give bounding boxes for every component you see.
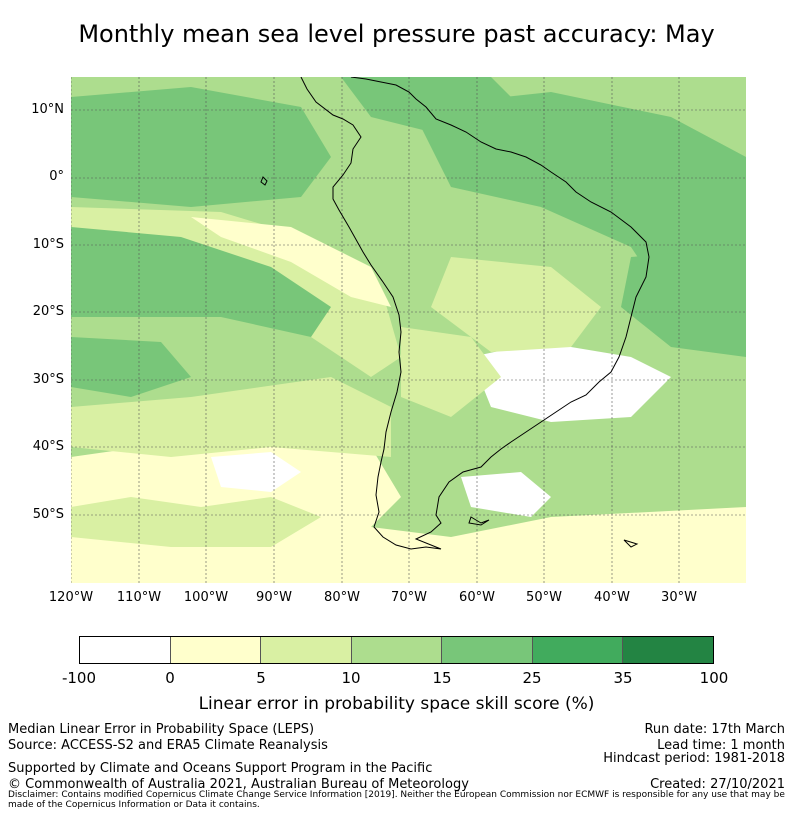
lon-label-70w: 70°W [391, 590, 427, 605]
colorbar-tick-0: 0 [165, 669, 175, 687]
lat-label-0: 0° [49, 169, 64, 184]
lat-label-40s: 40°S [32, 439, 64, 454]
colorbar-tick-25: 25 [522, 669, 542, 687]
colorbar-segment-2 [261, 637, 352, 663]
disclaimer: Disclaimer: Contains modified Copernicus… [8, 790, 785, 810]
skill-map[interactable] [71, 77, 746, 583]
zone-green-n [341, 77, 521, 137]
colorbar-tick-35: 35 [613, 669, 633, 687]
island-falklands [468, 516, 490, 526]
map-canvas [71, 77, 746, 583]
lon-label-50w: 50°W [526, 590, 562, 605]
created-date: Created: 27/10/2021 [650, 777, 785, 792]
zone-green-east [621, 247, 746, 357]
chart-title: Monthly mean sea level pressure past acc… [78, 20, 715, 48]
zone-light-south2 [71, 497, 321, 547]
colorbar-tick-15: 15 [432, 669, 452, 687]
colorbar-segment-0 [80, 637, 171, 663]
gridlines [71, 77, 746, 583]
zone-green-nw [71, 87, 331, 207]
footer-source: Source: ACCESS-S2 and ERA5 Climate Reana… [8, 738, 328, 753]
colorbar-label: Linear error in probability space skill … [198, 694, 595, 714]
footer-support: Supported by Climate and Oceans Support … [8, 761, 433, 776]
colorbar [79, 636, 714, 664]
coastline-south-america [300, 77, 650, 550]
colorbar-segment-1 [170, 637, 262, 663]
colorbar-segment-6 [623, 637, 714, 663]
footer-method: Median Linear Error in Probability Space… [8, 722, 315, 737]
hindcast-period: Hindcast period: 1981-2018 [603, 751, 785, 766]
zone-white-se [461, 472, 551, 517]
lon-label-90w: 90°W [256, 590, 292, 605]
island-galapagos [260, 176, 268, 186]
lead-time: Lead time: 1 month [657, 738, 785, 753]
lon-label-60w: 60°W [459, 590, 495, 605]
lon-label-30w: 30°W [661, 590, 697, 605]
zone-white-east [471, 342, 671, 422]
zone-white-sw [211, 452, 301, 492]
lon-label-120w: 120°W [48, 590, 94, 605]
colorbar-tick-neg100: -100 [61, 669, 97, 687]
lat-label-10s: 10°S [32, 237, 64, 252]
lon-label-110w: 110°W [116, 590, 162, 605]
lon-label-80w: 80°W [324, 590, 360, 605]
colorbar-segment-5 [532, 637, 624, 663]
lat-label-10n: 10°N [31, 102, 64, 117]
zone-light-land2 [401, 327, 501, 417]
zone-light-south [71, 377, 391, 457]
zone-green-west [71, 227, 331, 337]
lon-label-40w: 40°W [594, 590, 630, 605]
lat-label-30s: 30°S [32, 372, 64, 387]
colorbar-segment-3 [351, 637, 443, 663]
footer-copyright: © Commonwealth of Australia 2021, Austra… [8, 777, 469, 792]
lat-label-50s: 50°S [32, 507, 64, 522]
zone-pale-west [191, 217, 391, 307]
island-south-georgia [623, 539, 639, 548]
zone-light-land [431, 257, 601, 352]
lat-label-20s: 20°S [32, 304, 64, 319]
colorbar-segment-4 [442, 637, 533, 663]
zone-green-ne [411, 92, 746, 307]
colorbar-tick-100: 100 [699, 669, 729, 687]
run-date: Run date: 17th March [644, 722, 785, 737]
colorbar-tick-10: 10 [341, 669, 361, 687]
zone-green-w2 [71, 337, 191, 397]
lon-label-100w: 100°W [183, 590, 229, 605]
colorbar-tick-5: 5 [256, 669, 266, 687]
